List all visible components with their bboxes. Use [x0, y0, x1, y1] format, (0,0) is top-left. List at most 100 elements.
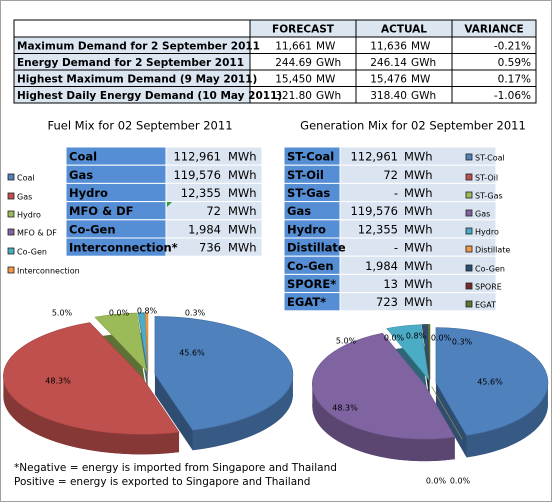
pie-slice — [427, 324, 431, 380]
energy-value: 72 — [206, 204, 221, 218]
energy-value: 13 — [383, 277, 398, 291]
legend-swatch — [465, 227, 473, 235]
pie-slice — [431, 386, 463, 440]
source-name: MFO & DF — [69, 204, 134, 218]
legend-label: Gas — [17, 193, 32, 202]
energy-unit: MWh — [228, 222, 257, 236]
forecast-unit: MW — [316, 73, 336, 85]
legend-label: Coal — [17, 174, 35, 183]
variance-value: 0.59% — [498, 57, 531, 69]
source-name: Co-Gen — [287, 259, 334, 273]
energy-value: 12,355 — [181, 186, 221, 200]
pie-slice-side — [192, 374, 293, 451]
energy-value: 1,984 — [365, 259, 398, 273]
actual-unit: MW — [411, 73, 431, 85]
cell — [451, 86, 537, 104]
variance-value: 0.17% — [498, 73, 531, 85]
energy-value: - — [394, 186, 398, 200]
legend-label: Hydro — [17, 211, 41, 220]
actual-value: 246.14 — [370, 57, 407, 69]
pie-slice — [435, 327, 549, 436]
pie-slice-side — [312, 384, 455, 462]
energy-value: 119,576 — [173, 168, 221, 182]
variance-value: -0.21% — [494, 40, 531, 52]
pie-value-label: 0.0% — [450, 477, 471, 486]
source-name: ST-Coal — [287, 150, 334, 164]
legend-label: SPORE — [475, 283, 502, 292]
energy-value: 119,576 — [350, 204, 398, 218]
legend-label: Distillate — [475, 246, 510, 255]
legend-label: Hydro — [475, 228, 499, 237]
legend-label: ST-Coal — [475, 154, 505, 163]
pie-value-label: 0.3% — [185, 309, 206, 318]
generation-title: Generation Mix for 02 September 2011 — [300, 119, 526, 133]
energy-unit: MWh — [228, 168, 257, 182]
energy-value: 112,961 — [350, 150, 398, 164]
forecast-unit: GWh — [316, 90, 341, 102]
forecast-unit: GWh — [316, 57, 341, 69]
legend-label: Interconnection — [17, 267, 80, 276]
energy-unit: MWh — [404, 295, 433, 309]
actual-unit: MW — [411, 40, 431, 52]
source-name: Gas — [69, 168, 93, 182]
legend-swatch — [7, 192, 15, 200]
legend-swatch — [465, 300, 473, 308]
legend-swatch — [465, 153, 473, 161]
legend-label: Co-Gen — [17, 248, 47, 257]
forecast-value: 244.69 — [275, 57, 312, 69]
row-label: Maximum Demand for 2 September 2011 — [17, 40, 260, 52]
energy-value: 736 — [199, 241, 221, 255]
pie-value-label: 0.8% — [406, 332, 427, 341]
energy-unit: MWh — [404, 150, 433, 164]
actual-unit: GWh — [411, 57, 436, 69]
source-name: Hydro — [287, 222, 326, 236]
actual-value: 15,476 — [370, 73, 407, 85]
legend-swatch — [7, 266, 15, 274]
actual-value: 11,636 — [370, 40, 407, 52]
forecast-value: 15,450 — [275, 73, 312, 85]
legend-swatch — [7, 247, 15, 255]
pie-slice — [94, 312, 147, 372]
energy-unit: MWh — [404, 259, 433, 273]
pie-value-label: 0.0% — [426, 477, 447, 486]
energy-value: 1,984 — [188, 222, 221, 236]
pie-value-label: 48.3% — [45, 377, 71, 386]
pie-slice — [312, 332, 456, 440]
footnote: Positive = energy is exported to Singapo… — [14, 476, 310, 488]
legend-swatch — [7, 173, 15, 181]
energy-unit: MWh — [404, 168, 433, 182]
energy-unit: MWh — [404, 186, 433, 200]
forecast-unit: MW — [316, 40, 336, 52]
value-cell — [165, 237, 263, 257]
footnote: *Negative = energy is imported from Sing… — [14, 462, 337, 474]
legend-swatch — [465, 264, 473, 272]
legend-label: MFO & DF — [17, 229, 57, 238]
variance-value: -1.06% — [494, 90, 531, 102]
column-header: VARIANCE — [464, 24, 523, 36]
energy-unit: MWh — [228, 186, 257, 200]
pie-value-label: 0.3% — [452, 338, 473, 347]
energy-unit: MWh — [404, 241, 433, 255]
energy-value: 723 — [376, 295, 398, 309]
legend-swatch — [465, 191, 473, 199]
row-label: Energy Demand for 2 September 2011 — [17, 57, 244, 69]
legend-swatch — [7, 228, 15, 236]
source-name: ST-Oil — [287, 168, 324, 182]
legend-label: ST-Oil — [475, 174, 498, 183]
row-label: Highest Daily Energy Demand (10 May 2011… — [17, 90, 282, 102]
pie-value-label: 0.0% — [109, 309, 130, 318]
pie-value-label: 48.3% — [332, 404, 358, 413]
source-name: Gas — [287, 204, 311, 218]
energy-unit: MWh — [404, 204, 433, 218]
legend-swatch — [465, 245, 473, 253]
energy-unit: MWh — [404, 277, 433, 291]
forecast-value: 321.80 — [275, 90, 312, 102]
pie-slice — [386, 324, 430, 381]
source-name: Hydro — [69, 186, 108, 200]
legend-label: Co-Gen — [475, 265, 505, 274]
pie-slice — [3, 322, 180, 435]
energy-value: 112,961 — [173, 150, 221, 164]
cell-marker — [167, 202, 172, 207]
actual-value: 318.40 — [370, 90, 407, 102]
